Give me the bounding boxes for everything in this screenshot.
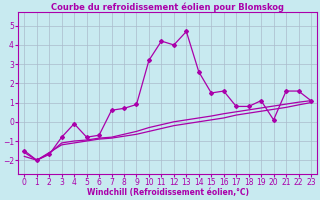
- X-axis label: Windchill (Refroidissement éolien,°C): Windchill (Refroidissement éolien,°C): [87, 188, 249, 197]
- Title: Courbe du refroidissement éolien pour Blomskog: Courbe du refroidissement éolien pour Bl…: [51, 3, 284, 12]
